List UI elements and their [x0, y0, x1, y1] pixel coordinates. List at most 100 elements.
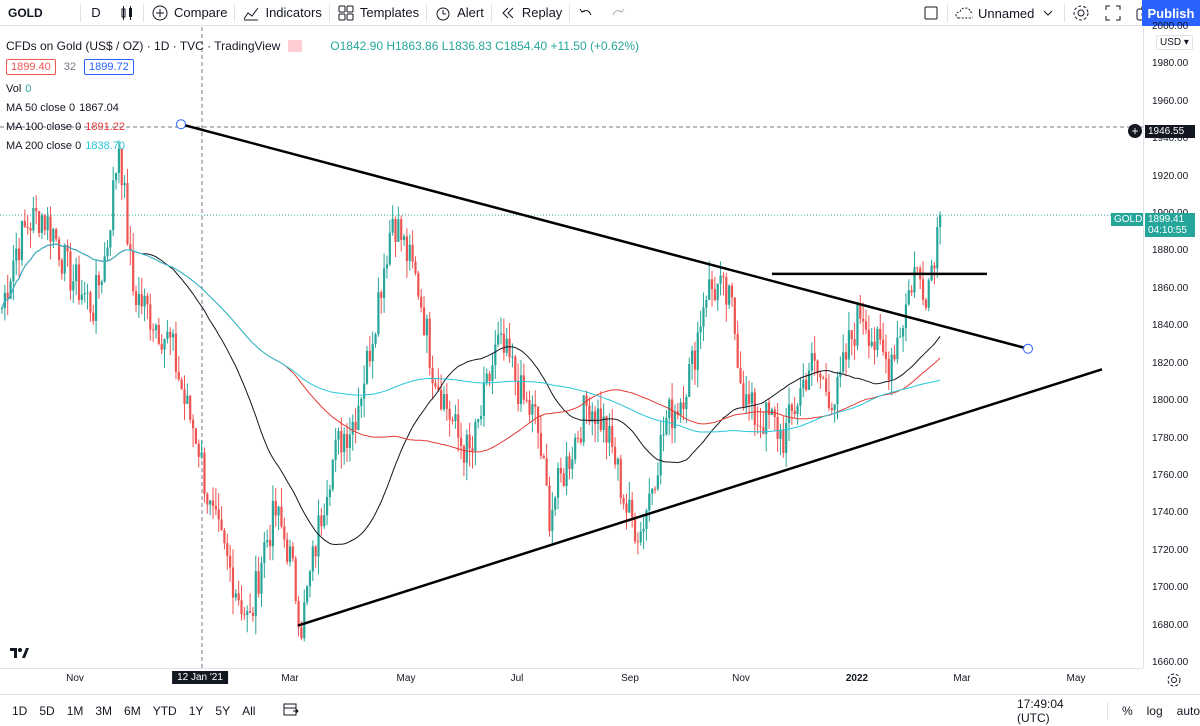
- crosshair-plus-icon[interactable]: +: [1128, 124, 1142, 138]
- divider: [234, 3, 236, 22]
- ma200-label[interactable]: MA 200 close 0: [6, 139, 82, 152]
- axis-settings-button[interactable]: [1166, 672, 1182, 693]
- candle-body: [243, 614, 246, 616]
- chevron-down-icon: ▾: [1183, 37, 1189, 48]
- range-button-1y[interactable]: 1Y: [188, 703, 204, 718]
- candle-body: [665, 418, 668, 435]
- time-tick-label: Nov: [66, 673, 84, 684]
- candle-body: [92, 312, 95, 321]
- save-layout-button[interactable]: Unnamed: [948, 0, 1064, 26]
- candle-body: [679, 402, 682, 416]
- replay-button[interactable]: Replay: [492, 0, 569, 26]
- indicators-icon: [242, 4, 260, 22]
- goto-date-button[interactable]: [283, 701, 300, 720]
- candle-body: [802, 379, 805, 389]
- candle-body: [631, 499, 634, 518]
- auto-toggle[interactable]: auto: [1176, 703, 1200, 718]
- candle-body: [123, 183, 126, 186]
- candle-body: [206, 493, 209, 505]
- candle-body: [231, 567, 235, 598]
- range-button-1d[interactable]: 1D: [12, 703, 28, 718]
- range-button-all[interactable]: All: [242, 703, 256, 718]
- candle-body: [189, 395, 192, 420]
- fullscreen-button[interactable]: [1097, 0, 1129, 26]
- price-chart[interactable]: [0, 27, 1143, 668]
- candle-body: [337, 430, 340, 440]
- price-tick-label: 1940.00: [1152, 133, 1189, 145]
- candle-body: [807, 370, 811, 390]
- candle-body: [132, 250, 135, 292]
- range-button-6m[interactable]: 6M: [124, 703, 141, 718]
- candle-body: [380, 292, 383, 298]
- candle-body: [936, 226, 939, 269]
- price-axis[interactable]: USD ▾ 2000.00 1980.00 1960.00 1940.00 1920.0…: [1143, 21, 1200, 668]
- candle-body: [582, 395, 585, 443]
- range-button-5d[interactable]: 5D: [39, 703, 55, 718]
- candle-body: [728, 285, 731, 305]
- publish-button[interactable]: Publish: [1142, 0, 1200, 26]
- undo-button[interactable]: [570, 0, 602, 26]
- divider: [1107, 701, 1108, 720]
- candle-body: [214, 505, 217, 510]
- candle-body: [759, 425, 762, 428]
- candle-body: [117, 148, 121, 173]
- candle-body: [385, 264, 389, 269]
- candle-body: [20, 220, 24, 261]
- time-axis[interactable]: Nov 12 Jan '21 Mar May Jul Sep Nov 2022 Mar May: [0, 668, 1143, 688]
- price-tick-label: 1980.00: [1152, 58, 1189, 70]
- legend-flag-icon[interactable]: [288, 39, 303, 52]
- candle-body: [830, 408, 833, 410]
- utc-clock[interactable]: 17:49:04 (UTC): [1017, 696, 1064, 725]
- candle-body: [833, 404, 836, 410]
- candle-body: [300, 627, 303, 639]
- upper-trendline: [180, 123, 1029, 350]
- candle-body: [183, 389, 186, 404]
- ask-price-button[interactable]: 1899.72: [84, 59, 134, 75]
- time-tick-label: Mar: [953, 673, 971, 684]
- range-button-5y[interactable]: 5Y: [215, 703, 231, 718]
- candle-body: [602, 416, 605, 431]
- candle-body: [217, 509, 220, 520]
- interval-button[interactable]: D: [91, 5, 101, 20]
- candle-body: [608, 426, 611, 443]
- templates-button[interactable]: Templates: [330, 0, 426, 26]
- layout-select-button[interactable]: [915, 0, 947, 26]
- currency-select[interactable]: USD ▾: [1156, 35, 1193, 50]
- candle-body: [15, 248, 18, 261]
- compare-button[interactable]: Compare: [144, 0, 234, 26]
- log-toggle[interactable]: log: [1146, 703, 1163, 718]
- candle-body: [383, 268, 386, 298]
- bid-price-button[interactable]: 1899.40: [6, 59, 56, 75]
- candle-body: [200, 452, 203, 457]
- range-button-3m[interactable]: 3M: [95, 703, 113, 718]
- ma100-label[interactable]: MA 100 close 0: [6, 120, 82, 133]
- indicators-button[interactable]: Indicators: [235, 0, 328, 26]
- ma50-label[interactable]: MA 50 close 0: [6, 101, 76, 114]
- candle-body: [693, 350, 697, 370]
- candle-body: [112, 180, 115, 231]
- settings-button[interactable]: [1065, 0, 1097, 26]
- candle-body: [280, 506, 283, 527]
- tradingview-logo[interactable]: [8, 642, 30, 664]
- range-button-1m[interactable]: 1M: [66, 703, 84, 718]
- divider: [328, 3, 330, 22]
- candle-body: [126, 183, 129, 245]
- candle-body: [659, 434, 662, 476]
- percent-toggle[interactable]: %: [1121, 703, 1133, 718]
- range-button-ytd[interactable]: YTD: [152, 703, 177, 718]
- ma100-line: [1, 243, 941, 453]
- candle-body: [554, 497, 557, 510]
- candle-body: [708, 279, 711, 300]
- candle-body: [314, 546, 317, 557]
- candle-body: [725, 277, 728, 305]
- candle-body: [713, 289, 716, 300]
- candle-body: [939, 215, 942, 227]
- candle-body: [839, 371, 842, 377]
- chart-type-button[interactable]: [111, 0, 143, 26]
- candle-body: [785, 423, 788, 453]
- symbol-search-button[interactable]: GOLD: [8, 5, 43, 20]
- redo-button[interactable]: [602, 0, 634, 26]
- candle-body: [890, 354, 893, 380]
- alert-button[interactable]: Alert: [427, 0, 491, 26]
- candle-body: [49, 216, 52, 242]
